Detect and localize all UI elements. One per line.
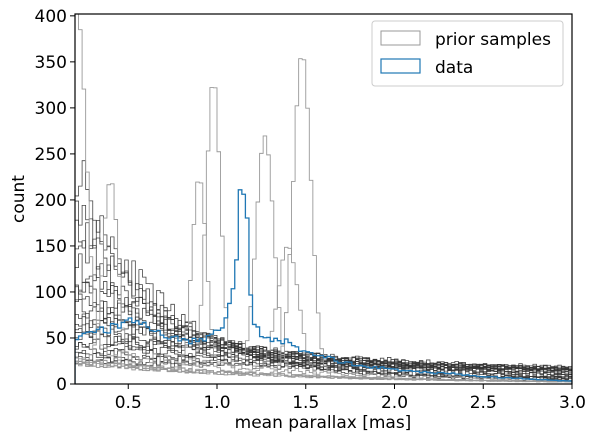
y-tick-label: 250	[35, 145, 67, 165]
plot-frame	[74, 13, 573, 385]
plot-area	[75, 14, 572, 384]
x-axis: 0.5 1.0 1.5 2.0 2.5 3.0	[115, 384, 586, 413]
x-tick-label: 0.5	[115, 393, 142, 413]
y-tick-label: 150	[35, 237, 67, 257]
prior-peaked-histogram-0	[75, 14, 572, 384]
y-tick-label: 400	[35, 7, 67, 27]
legend-label-prior: prior samples	[435, 30, 551, 50]
x-tick-label: 2.5	[470, 393, 497, 413]
data-series-group	[75, 189, 572, 384]
y-tick-label: 200	[35, 191, 67, 211]
y-tick-label: 0	[56, 375, 67, 395]
data-histogram	[75, 189, 572, 384]
x-axis-label: mean parallax [mas]	[235, 413, 412, 433]
y-tick-label: 300	[35, 99, 67, 119]
x-tick-label: 1.0	[203, 393, 230, 413]
legend: prior samples data	[371, 20, 564, 87]
y-tick-label: 100	[35, 283, 67, 303]
x-tick-label: 2.0	[381, 393, 408, 413]
x-tick-label: 1.5	[292, 393, 319, 413]
x-tick-label: 3.0	[559, 393, 586, 413]
legend-swatch-prior	[380, 30, 421, 46]
y-tick-label: 350	[35, 53, 67, 73]
y-tick-label: 50	[45, 329, 67, 349]
y-axis-label: count	[9, 175, 29, 223]
legend-swatch-data	[380, 58, 421, 74]
prior-peaked-histogram-6	[75, 183, 572, 384]
y-axis: 0 50 100 150 200 250 300 350 400	[35, 7, 75, 395]
legend-label-data: data	[435, 58, 473, 78]
